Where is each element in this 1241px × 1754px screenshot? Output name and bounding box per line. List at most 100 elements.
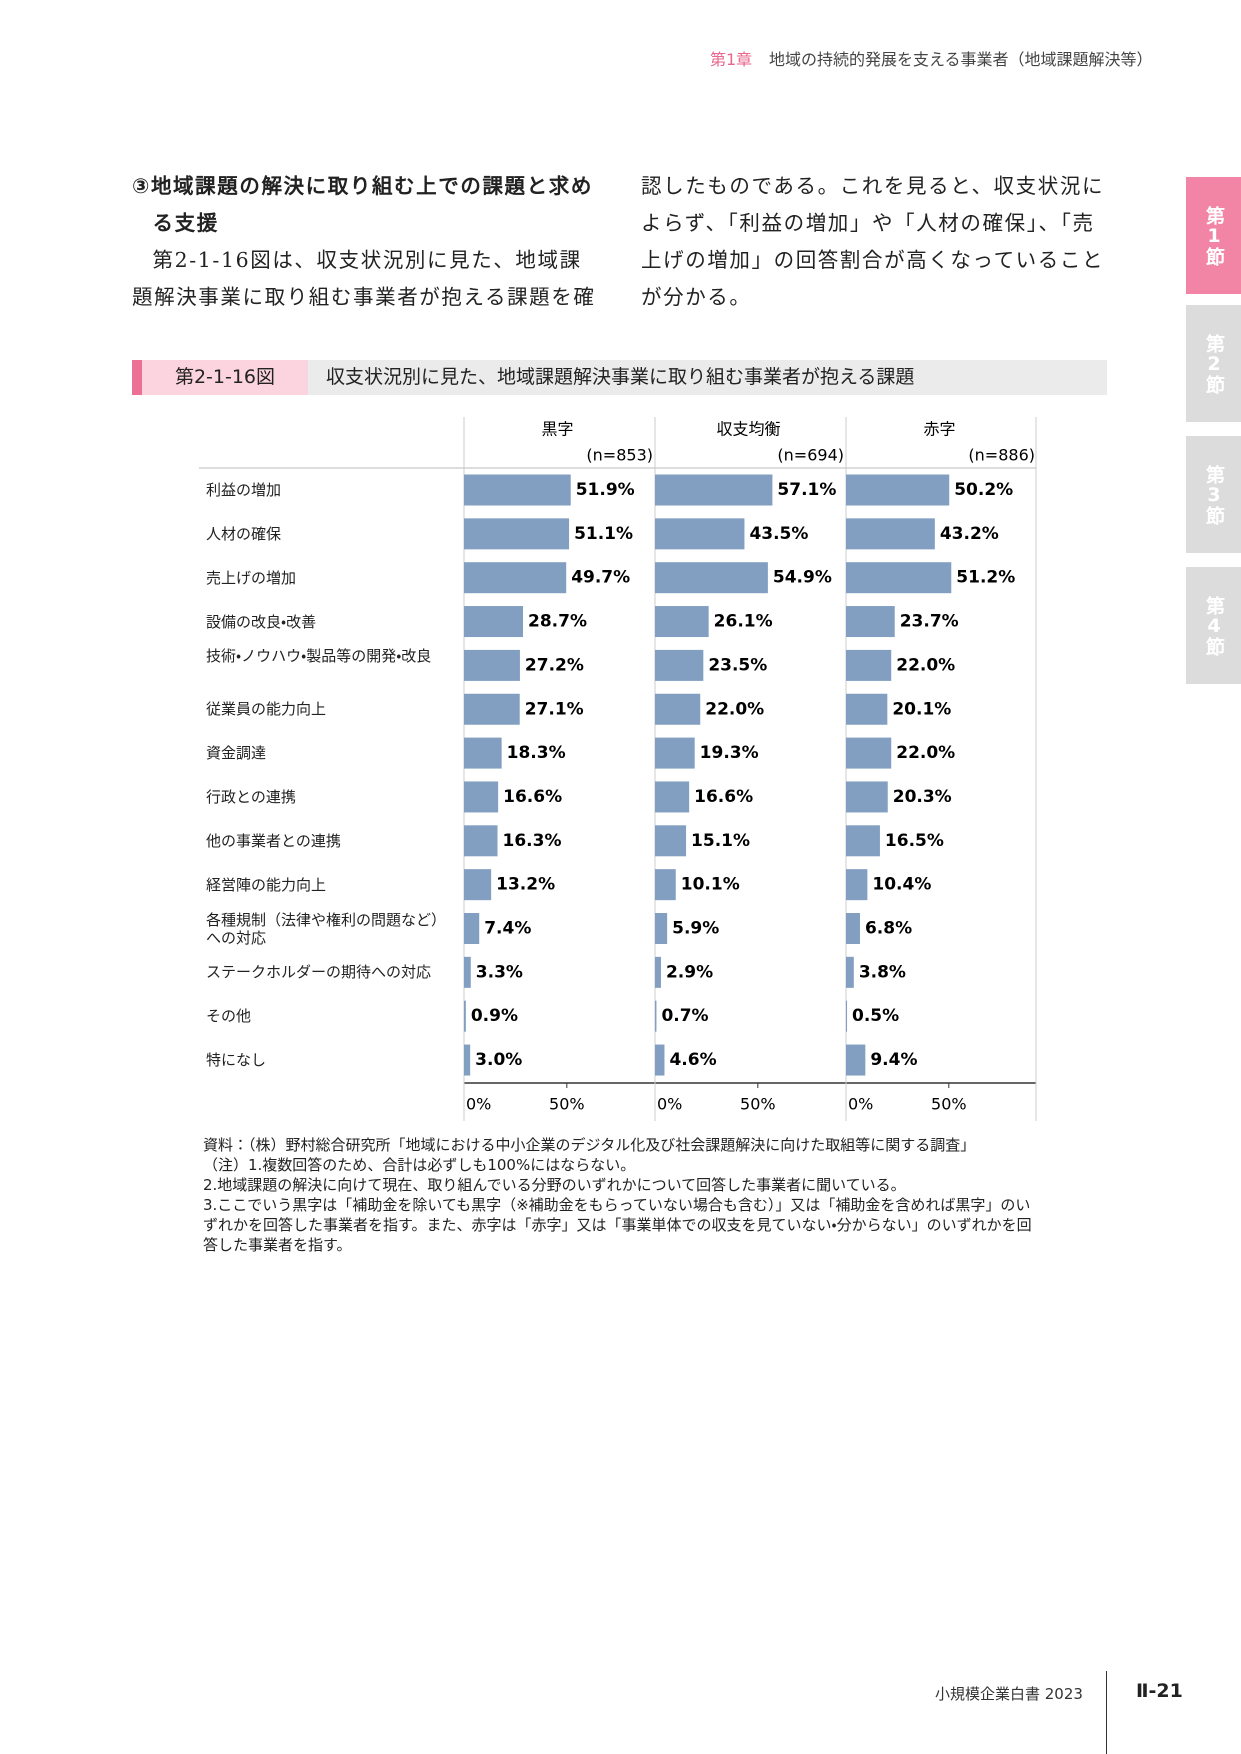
category-label: その他 xyxy=(206,1007,252,1026)
value-label: 28.7% xyxy=(528,612,587,632)
category-label: 行政との連携 xyxy=(206,787,296,806)
category-label: 各種規制（法律や権利の問題など）への対応 xyxy=(206,910,447,947)
category-label: 特になし xyxy=(206,1051,267,1070)
bar xyxy=(846,693,888,725)
bar xyxy=(464,562,567,594)
bar xyxy=(464,737,502,769)
figure-title: 収支状況別に見た、地域課題解決事業に取り組む事業者が抱える課題 xyxy=(326,366,915,388)
bar xyxy=(464,1000,466,1032)
bar xyxy=(846,649,892,681)
notes: 資料：（株）野村総合研究所「地域における中小企業のデジタル化及び社会課題解決に向… xyxy=(203,1135,1033,1255)
value-label: 16.3% xyxy=(503,831,562,851)
bar xyxy=(655,913,668,944)
x-tick-label: 50% xyxy=(549,1095,585,1114)
value-label: 57.1% xyxy=(777,480,836,500)
category-label: 他の事業者との連携 xyxy=(206,831,341,850)
figure-strip xyxy=(132,360,142,395)
bar xyxy=(464,1044,471,1076)
page-number: Ⅱ-21 xyxy=(1136,1680,1183,1702)
chapter-title: 地域の持続的発展を支える事業者（地域課題解決等） xyxy=(769,50,1153,69)
x-tick-label: 0% xyxy=(466,1095,491,1114)
value-label: 4.6% xyxy=(669,1050,716,1070)
value-label: 10.4% xyxy=(872,875,931,895)
section-tab: 第4節 xyxy=(1186,567,1241,684)
bar xyxy=(846,518,935,550)
x-tick-label: 50% xyxy=(740,1095,776,1114)
value-label: 43.2% xyxy=(940,524,999,544)
bar xyxy=(655,1044,665,1076)
section-tab: 第2節 xyxy=(1186,305,1241,422)
value-label: 43.5% xyxy=(749,524,808,544)
value-label: 26.1% xyxy=(714,612,773,632)
value-label: 27.1% xyxy=(525,699,584,719)
bar xyxy=(655,956,661,988)
bar xyxy=(464,781,499,813)
bar xyxy=(846,956,854,988)
bar xyxy=(464,956,471,988)
bar xyxy=(846,606,895,638)
bar xyxy=(464,649,520,681)
panel-title: 赤字 xyxy=(923,420,955,439)
category-label: 資金調達 xyxy=(206,744,267,763)
value-label: 0.7% xyxy=(661,1006,708,1026)
category-label: 従業員の能力向上 xyxy=(206,700,327,719)
chapter-label: 第1章 xyxy=(710,50,753,69)
bar xyxy=(464,693,520,725)
value-label: 19.3% xyxy=(700,743,759,763)
category-label: 人材の確保 xyxy=(206,524,282,543)
bar xyxy=(846,474,950,506)
value-label: 23.7% xyxy=(900,612,959,632)
bar xyxy=(655,649,704,681)
value-label: 51.2% xyxy=(956,568,1015,588)
value-label: 3.0% xyxy=(475,1050,522,1070)
footer-rule xyxy=(1106,1671,1107,1754)
note: （注）1.複数回答のため、合計は必ずしも100%にはならない。 xyxy=(203,1156,636,1174)
x-tick-label: 0% xyxy=(657,1095,682,1114)
x-tick-label: 50% xyxy=(931,1095,967,1114)
category-label: 設備の改良・改善 xyxy=(206,612,317,631)
value-label: 22.0% xyxy=(705,699,764,719)
bar xyxy=(464,869,492,901)
value-label: 3.3% xyxy=(476,962,523,982)
value-label: 23.5% xyxy=(708,655,767,675)
category-label: 技術・ノウハウ・製品等の開発・改良 xyxy=(206,647,432,666)
value-label: 2.9% xyxy=(666,962,713,982)
bar xyxy=(846,562,952,594)
panel-title: 収支均衡 xyxy=(716,420,780,439)
value-label: 7.4% xyxy=(484,919,531,939)
bar xyxy=(655,518,745,550)
panel-title: 黒字 xyxy=(541,420,573,439)
value-label: 16.6% xyxy=(694,787,753,807)
section-tab: 第1節 xyxy=(1186,177,1241,294)
value-label: 51.1% xyxy=(574,524,633,544)
bar xyxy=(464,606,524,638)
category-label: ステークホルダーの期待への対応 xyxy=(206,963,432,982)
bar xyxy=(655,737,695,769)
source: 資料：（株）野村総合研究所「地域における中小企業のデジタル化及び社会課題解決に向… xyxy=(203,1136,976,1154)
bar xyxy=(655,869,676,901)
bar xyxy=(846,913,860,944)
value-label: 0.9% xyxy=(471,1006,518,1026)
note: 2.地域課題の解決に向けて現在、取り組んでいる分野のいずれかについて回答した事業… xyxy=(203,1176,906,1194)
value-label: 6.8% xyxy=(865,919,912,939)
value-label: 3.8% xyxy=(859,962,906,982)
bar xyxy=(655,825,687,857)
value-label: 15.1% xyxy=(691,831,750,851)
panel-n: (n=694) xyxy=(777,446,844,465)
value-label: 10.1% xyxy=(681,875,740,895)
value-label: 51.9% xyxy=(576,480,635,500)
bar xyxy=(655,1000,657,1032)
bar xyxy=(846,781,888,813)
figure-number: 第2-1-16図 xyxy=(142,360,308,395)
section-heading: ③地域課題の解決に取り組む上での課題と求める支援 xyxy=(132,174,593,235)
value-label: 16.6% xyxy=(503,787,562,807)
value-label: 5.9% xyxy=(672,919,719,939)
bar xyxy=(655,474,773,506)
value-label: 20.1% xyxy=(892,699,951,719)
value-label: 54.9% xyxy=(773,568,832,588)
bar xyxy=(655,693,701,725)
value-label: 22.0% xyxy=(896,655,955,675)
